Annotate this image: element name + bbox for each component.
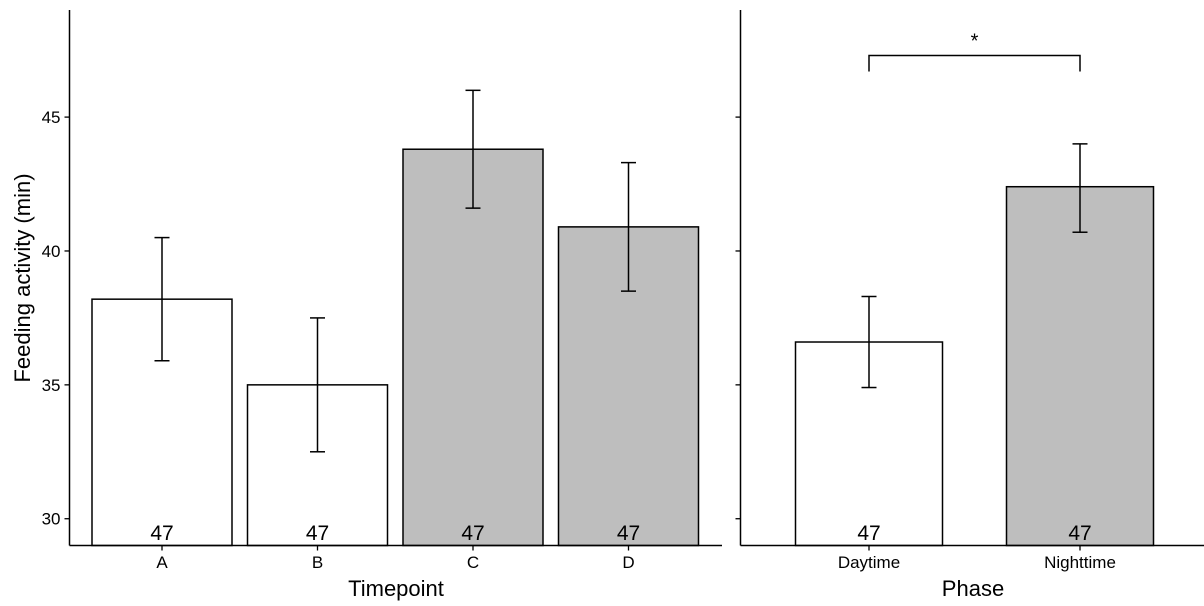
phase-x-tick-label-nighttime: Nighttime <box>1044 553 1116 572</box>
phase-n-label-daytime: 47 <box>857 522 880 545</box>
timepoint-x-tick-label-d: D <box>622 553 634 572</box>
timepoint-n-label-c: 47 <box>461 522 484 545</box>
phase-error-bar-nighttime <box>1072 143 1088 233</box>
significance-star: * <box>971 31 979 53</box>
phase-y-ticks <box>735 116 741 520</box>
timepoint-error-bar-b <box>310 317 325 453</box>
y-tick-label-45: 45 <box>42 108 61 127</box>
timepoint-axes <box>68 10 722 547</box>
timepoint-x-tick-label-a: A <box>156 553 168 572</box>
timepoint-y-ticks: 30 35 40 45 <box>42 108 70 529</box>
timepoint-x-ticks: A B C D <box>156 545 635 572</box>
timepoint-n-label-d: 47 <box>617 522 640 545</box>
timepoint-bar-c <box>402 148 544 547</box>
phase-x-axis-title: Phase <box>942 576 1004 601</box>
y-tick-label-30: 30 <box>42 510 61 529</box>
phase-x-tick-label-daytime: Daytime <box>838 553 900 572</box>
phase-axes <box>739 10 1204 547</box>
timepoint-panel: 47 47 47 47 30 35 40 45 A B C D Timepoint <box>42 10 722 601</box>
phase-n-label-nighttime: 47 <box>1068 522 1091 545</box>
significance-bracket: * <box>868 31 1081 72</box>
timepoint-x-axis-title: Timepoint <box>348 576 444 601</box>
timepoint-error-bar-a <box>154 236 170 362</box>
y-tick-label-40: 40 <box>42 242 61 261</box>
phase-x-ticks: Daytime Nighttime <box>838 545 1116 572</box>
timepoint-n-label-b: 47 <box>306 522 329 545</box>
phase-panel: 47 47 Daytime Nighttime * Phase <box>735 10 1204 601</box>
phase-bars: 47 47 <box>794 143 1155 547</box>
y-axis-title: Feeding activity (min) <box>10 173 35 382</box>
timepoint-error-bar-d <box>621 161 636 292</box>
phase-error-bar-daytime <box>861 295 877 389</box>
y-tick-label-35: 35 <box>42 376 61 395</box>
timepoint-x-tick-label-b: B <box>312 553 323 572</box>
significance-bracket-line <box>868 54 1081 72</box>
timepoint-error-bar-c <box>465 89 481 209</box>
timepoint-bars: 47 47 47 47 <box>91 89 700 547</box>
timepoint-x-tick-label-c: C <box>467 553 479 572</box>
phase-bar-nighttime <box>1005 185 1155 547</box>
timepoint-n-label-a: 47 <box>150 522 173 545</box>
